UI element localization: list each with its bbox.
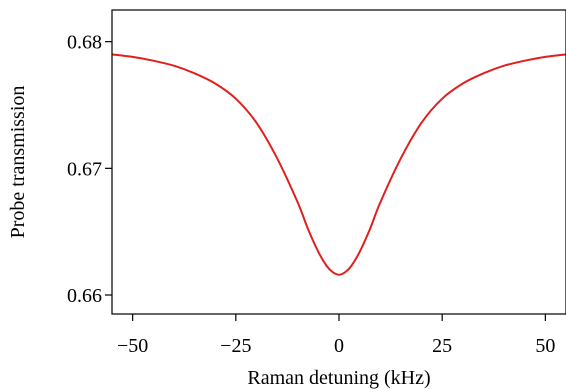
plot-area <box>111 53 566 276</box>
x-tick-label: 50 <box>535 335 555 357</box>
x-axis-label: Raman detuning (kHz) <box>247 367 430 389</box>
axes-frame <box>111 9 566 315</box>
y-axis-label: Probe transmission <box>7 86 29 239</box>
x-tick-label: −25 <box>220 335 251 357</box>
x-axis-ticks: −50 −25 0 25 50 <box>117 314 555 357</box>
x-tick-label: −50 <box>117 335 148 357</box>
y-tick-label: 0.66 <box>67 285 102 307</box>
x-tick-label: 25 <box>432 335 452 357</box>
x-tick-label: 0 <box>334 335 344 357</box>
transmission-curve <box>111 53 566 276</box>
y-axis-ticks: 0.66 0.67 0.68 <box>67 32 112 307</box>
y-tick-label: 0.67 <box>67 158 102 180</box>
y-tick-label: 0.68 <box>67 32 102 54</box>
